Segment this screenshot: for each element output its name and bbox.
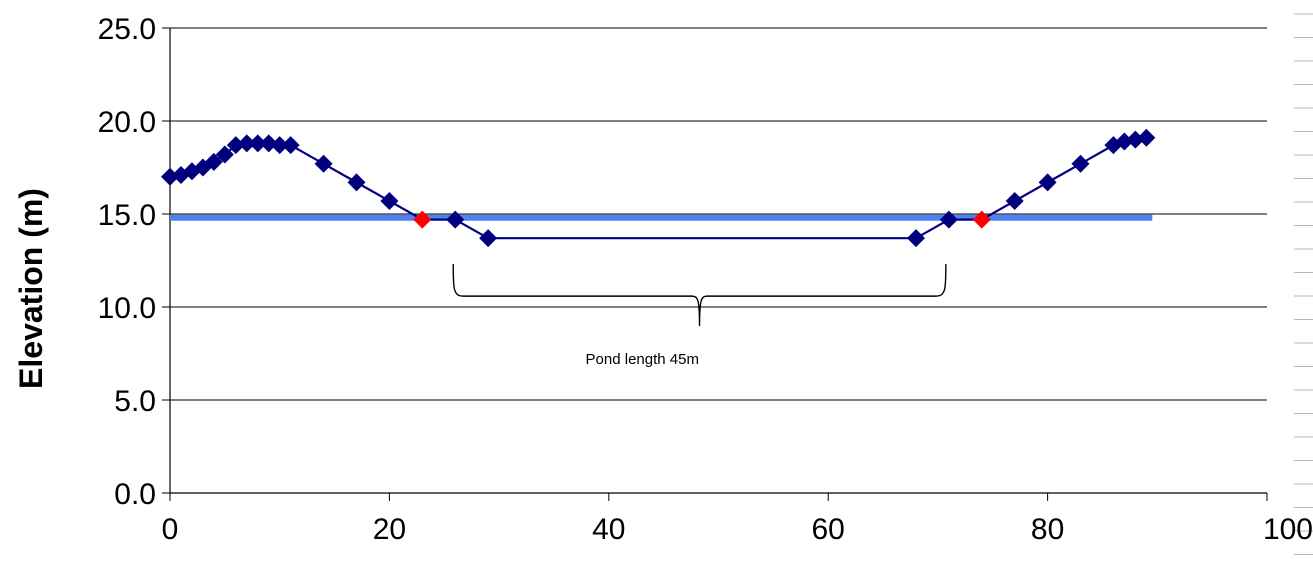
profile-point (380, 191, 399, 210)
profile-line (169, 136, 1147, 240)
x-tick-label: 40 (592, 513, 625, 546)
water-edge-marker (972, 210, 991, 229)
y-tick-label: 5.0 (114, 385, 156, 418)
y-tick-label: 15.0 (98, 199, 156, 232)
profile-point (1005, 191, 1024, 210)
water-edge-marker (413, 210, 432, 229)
x-tick-label: 100 (1263, 513, 1313, 546)
profile-point (1126, 130, 1145, 149)
profile-point (248, 134, 267, 153)
axes (169, 28, 1268, 501)
profile-point (1038, 173, 1057, 192)
profile-point (161, 167, 179, 186)
tick-labels: 0.0 5.0 10.0 15.0 20.0 25.0 0 20 40 60 80 100 Elevat… (13, 13, 1313, 546)
profile-point (237, 134, 256, 153)
pond-length-label: Pond length 45m (586, 351, 699, 368)
y-axis-title: Elevation (m) (13, 188, 49, 389)
profile-point (204, 152, 223, 171)
profile-point (226, 136, 245, 155)
profile-point (906, 229, 925, 248)
annotations: Pond length 45m (452, 264, 947, 368)
y-tick-label: 10.0 (98, 292, 156, 325)
profile-point (347, 173, 366, 192)
right-edge-dashes (1294, 13, 1313, 555)
profile-point (1137, 128, 1156, 147)
grid-lines (162, 27, 1267, 494)
profile-point (215, 145, 234, 164)
x-tick-label: 60 (812, 513, 845, 546)
profile-point (281, 136, 300, 155)
profile-point (270, 136, 289, 155)
y-tick-label: 20.0 (98, 106, 156, 139)
x-tick-label: 20 (373, 513, 406, 546)
profile-series (161, 128, 1156, 248)
y-tick-label: 25.0 (98, 13, 156, 46)
profile-point (479, 229, 498, 248)
profile-point (314, 154, 333, 173)
profile-point (1115, 132, 1134, 151)
x-tick-label: 0 (162, 513, 179, 546)
profile-point (446, 210, 465, 229)
profile-point (939, 210, 958, 229)
profile-point (1071, 154, 1090, 173)
profile-point (259, 134, 278, 153)
pond-length-bracket (452, 264, 947, 327)
x-tick-label: 80 (1031, 513, 1064, 546)
y-tick-label: 0.0 (114, 478, 156, 511)
